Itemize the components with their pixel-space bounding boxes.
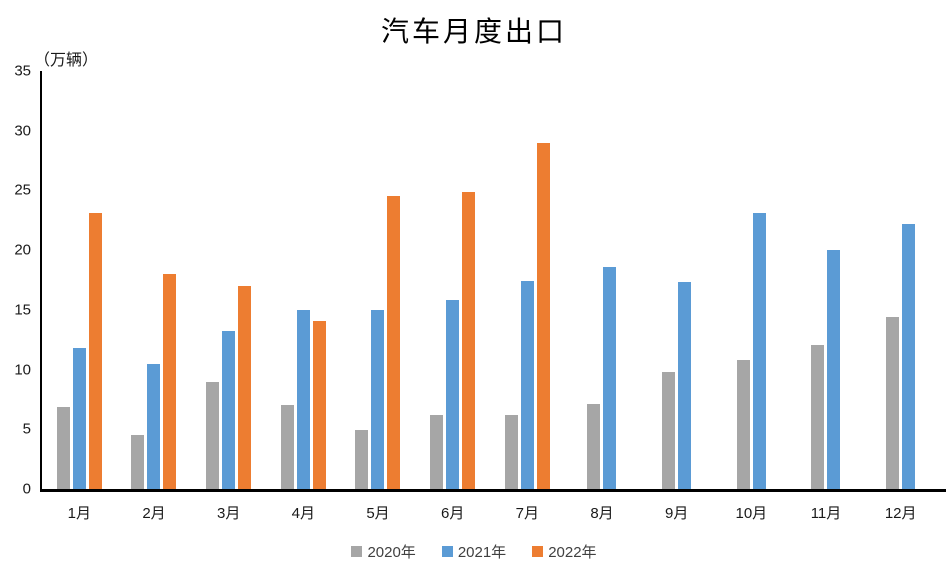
bar-2021年-1月 xyxy=(72,348,86,489)
x-axis-label-9月: 9月 xyxy=(664,505,689,522)
x-axis-label-2月: 2月 xyxy=(142,505,166,522)
x-axis-label-1月: 1月 xyxy=(67,505,91,522)
legend-label: 2020年 xyxy=(367,544,416,561)
bar-2021年-4月 xyxy=(296,309,310,489)
y-axis-tick-label: 25 xyxy=(14,181,31,199)
bar-group-9月 xyxy=(639,71,714,489)
y-axis-tick-label: 0 xyxy=(22,480,31,498)
chart-title: 汽车月度出口 xyxy=(380,15,567,48)
bar-2022年-2月 xyxy=(163,274,177,489)
bar-2022年-6月 xyxy=(462,191,476,489)
y-axis-tick-label: 15 xyxy=(14,301,31,319)
x-axis-label-3月: 3月 xyxy=(216,505,241,522)
bar-2021年-8月 xyxy=(603,266,617,489)
x-axis-line xyxy=(40,489,946,492)
y-axis-tick-label: 30 xyxy=(14,122,31,140)
bar-2021年-12月 xyxy=(902,223,916,489)
y-axis-unit-label: （万辆） xyxy=(34,52,99,69)
bar-2020年-11月 xyxy=(811,344,825,489)
y-axis-tick-label: 35 xyxy=(14,62,31,80)
bar-2020年-9月 xyxy=(662,371,676,489)
legend-swatch-icon xyxy=(441,546,453,557)
x-axis-label-6月: 6月 xyxy=(440,505,465,522)
bar-group-6月 xyxy=(415,71,490,489)
bar-2020年-2月 xyxy=(131,435,145,489)
bar-group-11月 xyxy=(789,71,864,489)
bar-2020年-1月 xyxy=(56,406,70,489)
bar-2021年-5月 xyxy=(371,309,385,489)
bar-group-1月 xyxy=(42,71,117,489)
plot-area: 0 5 10 15 20 25 30 35 1月 2月 3月 4月 5月 6月 7月 8月 9月 10月 11月 12… xyxy=(14,63,946,522)
bar-2020年-4月 xyxy=(280,405,294,489)
bar-group-12月 xyxy=(863,71,938,489)
bar-2021年-10月 xyxy=(752,213,766,489)
bar-2022年-7月 xyxy=(536,142,550,489)
bar-2022年-1月 xyxy=(88,213,102,489)
y-axis-line xyxy=(40,71,42,490)
x-axis-label-7月: 7月 xyxy=(515,505,539,522)
x-axis-label-10月: 10月 xyxy=(735,505,768,522)
bar-2020年-6月 xyxy=(430,414,444,489)
bar-group-10月 xyxy=(714,71,789,489)
bar-group-5月 xyxy=(341,71,416,489)
bar-group-4月 xyxy=(266,71,341,489)
bar-2020年-7月 xyxy=(504,414,518,489)
bar-group-8月 xyxy=(565,71,640,489)
x-axis-label-11月: 11月 xyxy=(810,505,842,522)
bar-2020年-8月 xyxy=(587,404,601,489)
bar-2021年-3月 xyxy=(222,331,236,489)
legend-item-2021年: 2021年 xyxy=(441,541,507,562)
bar-2021年-11月 xyxy=(827,250,841,489)
bar-2021年-7月 xyxy=(520,281,534,489)
legend-swatch-icon xyxy=(351,546,363,557)
bar-2020年-3月 xyxy=(206,381,220,489)
bar-2022年-3月 xyxy=(238,285,252,489)
bar-2021年-2月 xyxy=(147,363,161,489)
legend-item-2022年: 2022年 xyxy=(532,541,597,562)
bar-2020年-5月 xyxy=(355,430,369,489)
bar-2020年-10月 xyxy=(736,360,750,489)
legend-label: 2021年 xyxy=(457,544,507,561)
x-axis-label-12月: 12月 xyxy=(884,505,917,522)
bar-2020年-12月 xyxy=(886,317,900,489)
bar-2022年-4月 xyxy=(312,320,326,489)
x-axis-label-4月: 4月 xyxy=(291,505,315,522)
y-axis-tick-label: 10 xyxy=(14,361,31,379)
legend-label: 2022年 xyxy=(548,544,597,561)
y-axis-tick-label: 5 xyxy=(22,420,31,438)
legend: 2020年 2021年 2022年 xyxy=(0,541,948,562)
bar-group-2月 xyxy=(117,71,192,489)
y-axis-tick-label: 20 xyxy=(14,241,31,259)
bar-group-3月 xyxy=(191,71,266,489)
x-axis-label-8月: 8月 xyxy=(590,505,614,522)
bar-2021年-9月 xyxy=(678,282,692,489)
bar-2022年-5月 xyxy=(387,196,401,489)
legend-item-2020年: 2020年 xyxy=(351,541,416,562)
bar-group-7月 xyxy=(490,71,565,489)
bar-2021年-6月 xyxy=(446,300,460,489)
x-axis-label-5月: 5月 xyxy=(366,505,390,522)
legend-swatch-icon xyxy=(532,546,544,557)
